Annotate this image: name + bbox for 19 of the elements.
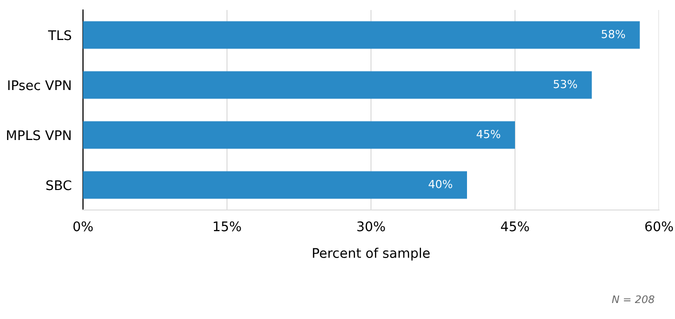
x-tick-label: 45% — [500, 221, 529, 232]
x-axis-title: Percent of sample — [312, 248, 430, 261]
y-tick-label: TLS — [48, 30, 72, 40]
x-tick-label: 15% — [214, 221, 241, 232]
y-tick-label: MPLS VPN — [7, 130, 71, 140]
x-tick-label: 30% — [357, 221, 385, 232]
x-tick-label: 60% — [645, 221, 673, 232]
bar — [83, 21, 640, 49]
bar — [83, 171, 467, 199]
bar — [83, 71, 592, 99]
data-label: 45% — [476, 130, 500, 138]
y-tick-label: IPsec VPN — [8, 80, 71, 90]
text: N = 208 — [612, 295, 654, 304]
data-label: 53% — [554, 80, 577, 88]
data-label: 40% — [428, 180, 452, 188]
bar — [83, 121, 515, 149]
x-tick-label: 0% — [73, 221, 93, 232]
y-tick-label: SBC — [46, 180, 72, 190]
data-label: 58% — [602, 30, 625, 38]
